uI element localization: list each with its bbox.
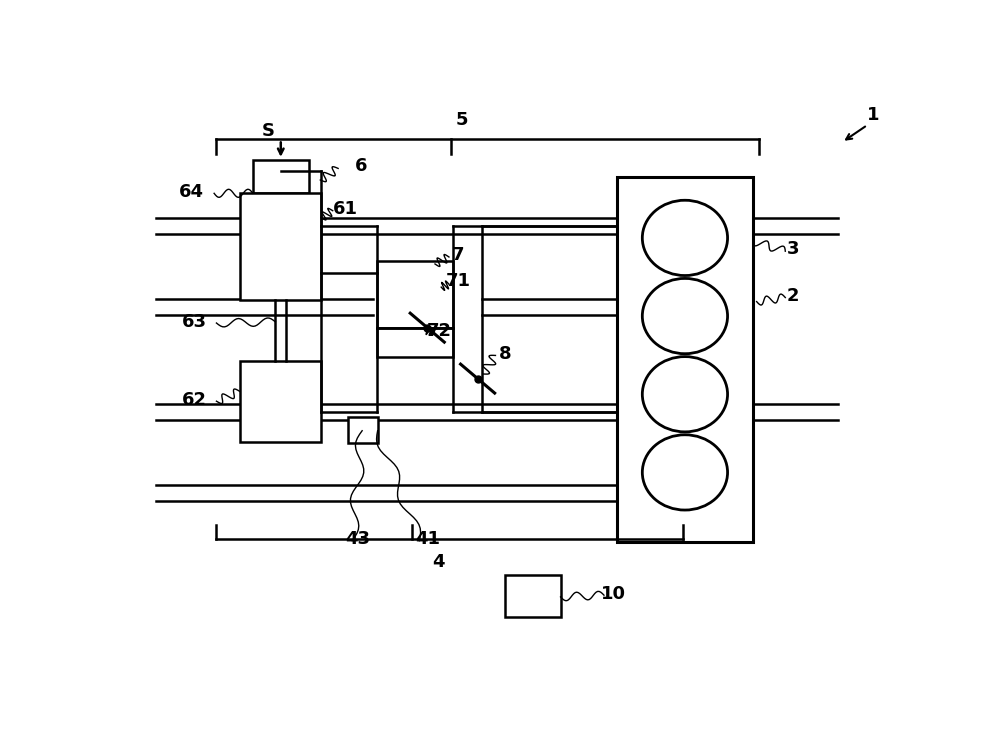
Text: 62: 62 xyxy=(182,391,207,409)
Text: 4: 4 xyxy=(433,553,445,572)
Bar xyxy=(240,193,321,301)
Text: 5: 5 xyxy=(456,111,468,129)
Bar xyxy=(505,575,561,617)
Text: 8: 8 xyxy=(498,344,511,362)
Text: 3: 3 xyxy=(787,241,799,259)
Text: 2: 2 xyxy=(787,287,799,305)
Ellipse shape xyxy=(642,200,728,275)
Text: S: S xyxy=(262,122,275,140)
Text: 71: 71 xyxy=(446,272,471,290)
Ellipse shape xyxy=(642,356,728,432)
Ellipse shape xyxy=(642,435,728,510)
Bar xyxy=(617,177,753,542)
Text: 72: 72 xyxy=(426,322,451,340)
Text: 7: 7 xyxy=(452,246,464,264)
Text: 63: 63 xyxy=(182,313,207,331)
Bar xyxy=(240,361,321,442)
Bar xyxy=(348,417,378,444)
Text: 43: 43 xyxy=(345,530,370,548)
Text: 41: 41 xyxy=(415,530,440,548)
Text: 10: 10 xyxy=(601,585,626,603)
Bar xyxy=(253,159,309,193)
Text: 64: 64 xyxy=(178,183,203,201)
Bar xyxy=(377,261,453,328)
Text: 61: 61 xyxy=(333,200,358,218)
Bar xyxy=(377,328,453,356)
Ellipse shape xyxy=(642,278,728,353)
Text: 1: 1 xyxy=(867,105,879,123)
Text: 6: 6 xyxy=(355,156,368,174)
